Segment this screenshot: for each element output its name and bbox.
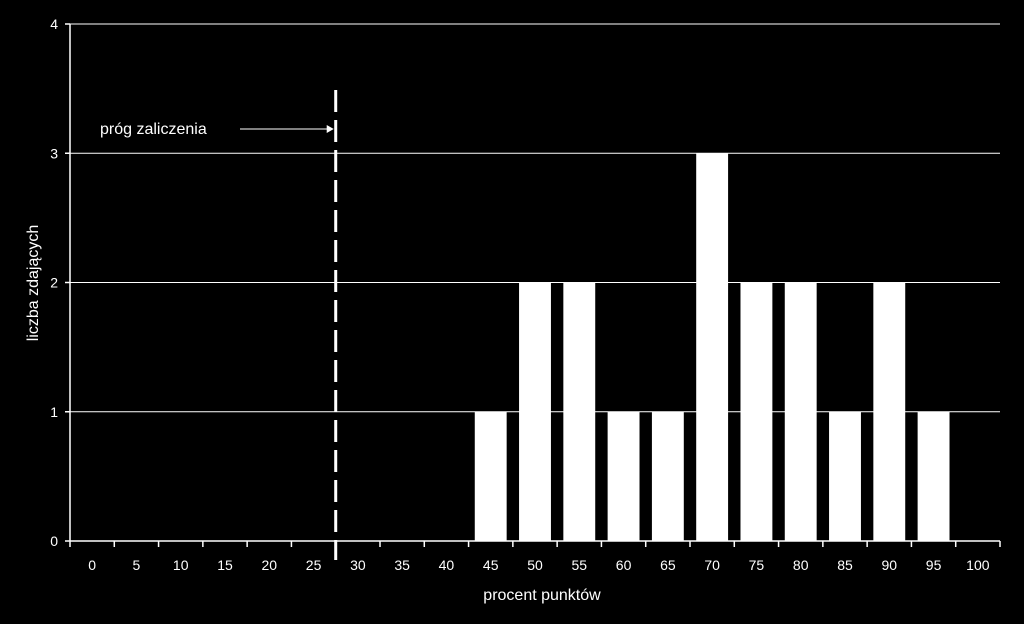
y-tick-label-2: 2 <box>50 275 58 291</box>
bar-50 <box>519 282 551 541</box>
x-tick-label-20: 20 <box>261 557 277 573</box>
y-tick-labels: 0 1 2 3 4 <box>50 16 58 549</box>
bar-90 <box>873 282 906 541</box>
x-tick-label-85: 85 <box>837 557 853 573</box>
x-tick-label-80: 80 <box>793 557 809 573</box>
y-tick-label-4: 4 <box>50 16 58 32</box>
x-tick-label-35: 35 <box>394 557 410 573</box>
y-axis-label: liczba zdających <box>25 225 42 342</box>
bar-60 <box>607 411 640 541</box>
y-tick-label-1: 1 <box>50 404 58 420</box>
bar-45 <box>474 411 507 541</box>
x-tick-label-40: 40 <box>439 557 455 573</box>
x-tick-label-45: 45 <box>483 557 499 573</box>
threshold-arrow-head <box>326 125 334 133</box>
x-tick-label-30: 30 <box>350 557 366 573</box>
x-tick-label-25: 25 <box>306 557 322 573</box>
bar-85 <box>829 411 861 541</box>
x-tick-label-0: 0 <box>88 557 96 573</box>
x-tick-label-60: 60 <box>616 557 632 573</box>
x-axis-label: procent punktów <box>483 587 601 604</box>
x-tick-label-70: 70 <box>704 557 720 573</box>
x-tick-label-15: 15 <box>217 557 233 573</box>
threshold-marker: próg zaliczenia <box>100 90 338 560</box>
bar-70 <box>696 153 729 541</box>
bar-55 <box>563 282 596 541</box>
x-tick-label-10: 10 <box>173 557 189 573</box>
x-tick-labels: 0 5 10 15 20 25 30 35 40 45 50 55 60 65 70 75 80 85 90 95 10… <box>88 557 990 573</box>
x-tick-label-65: 65 <box>660 557 676 573</box>
bar-65 <box>651 411 684 541</box>
x-tick-label-75: 75 <box>749 557 765 573</box>
bars <box>474 153 950 541</box>
x-tick-label-55: 55 <box>571 557 587 573</box>
y-tick-label-3: 3 <box>50 145 58 161</box>
bar-80 <box>784 282 817 541</box>
bar-75 <box>740 282 773 541</box>
threshold-label: próg zaliczenia <box>100 121 207 138</box>
x-tick-label-95: 95 <box>926 557 942 573</box>
x-tick-label-50: 50 <box>527 557 543 573</box>
bar-95 <box>917 411 950 541</box>
x-tick-label-100: 100 <box>966 557 990 573</box>
x-tick-label-5: 5 <box>133 557 141 573</box>
x-tick-label-90: 90 <box>881 557 897 573</box>
axes <box>65 23 1001 547</box>
y-tick-label-0: 0 <box>50 533 58 549</box>
